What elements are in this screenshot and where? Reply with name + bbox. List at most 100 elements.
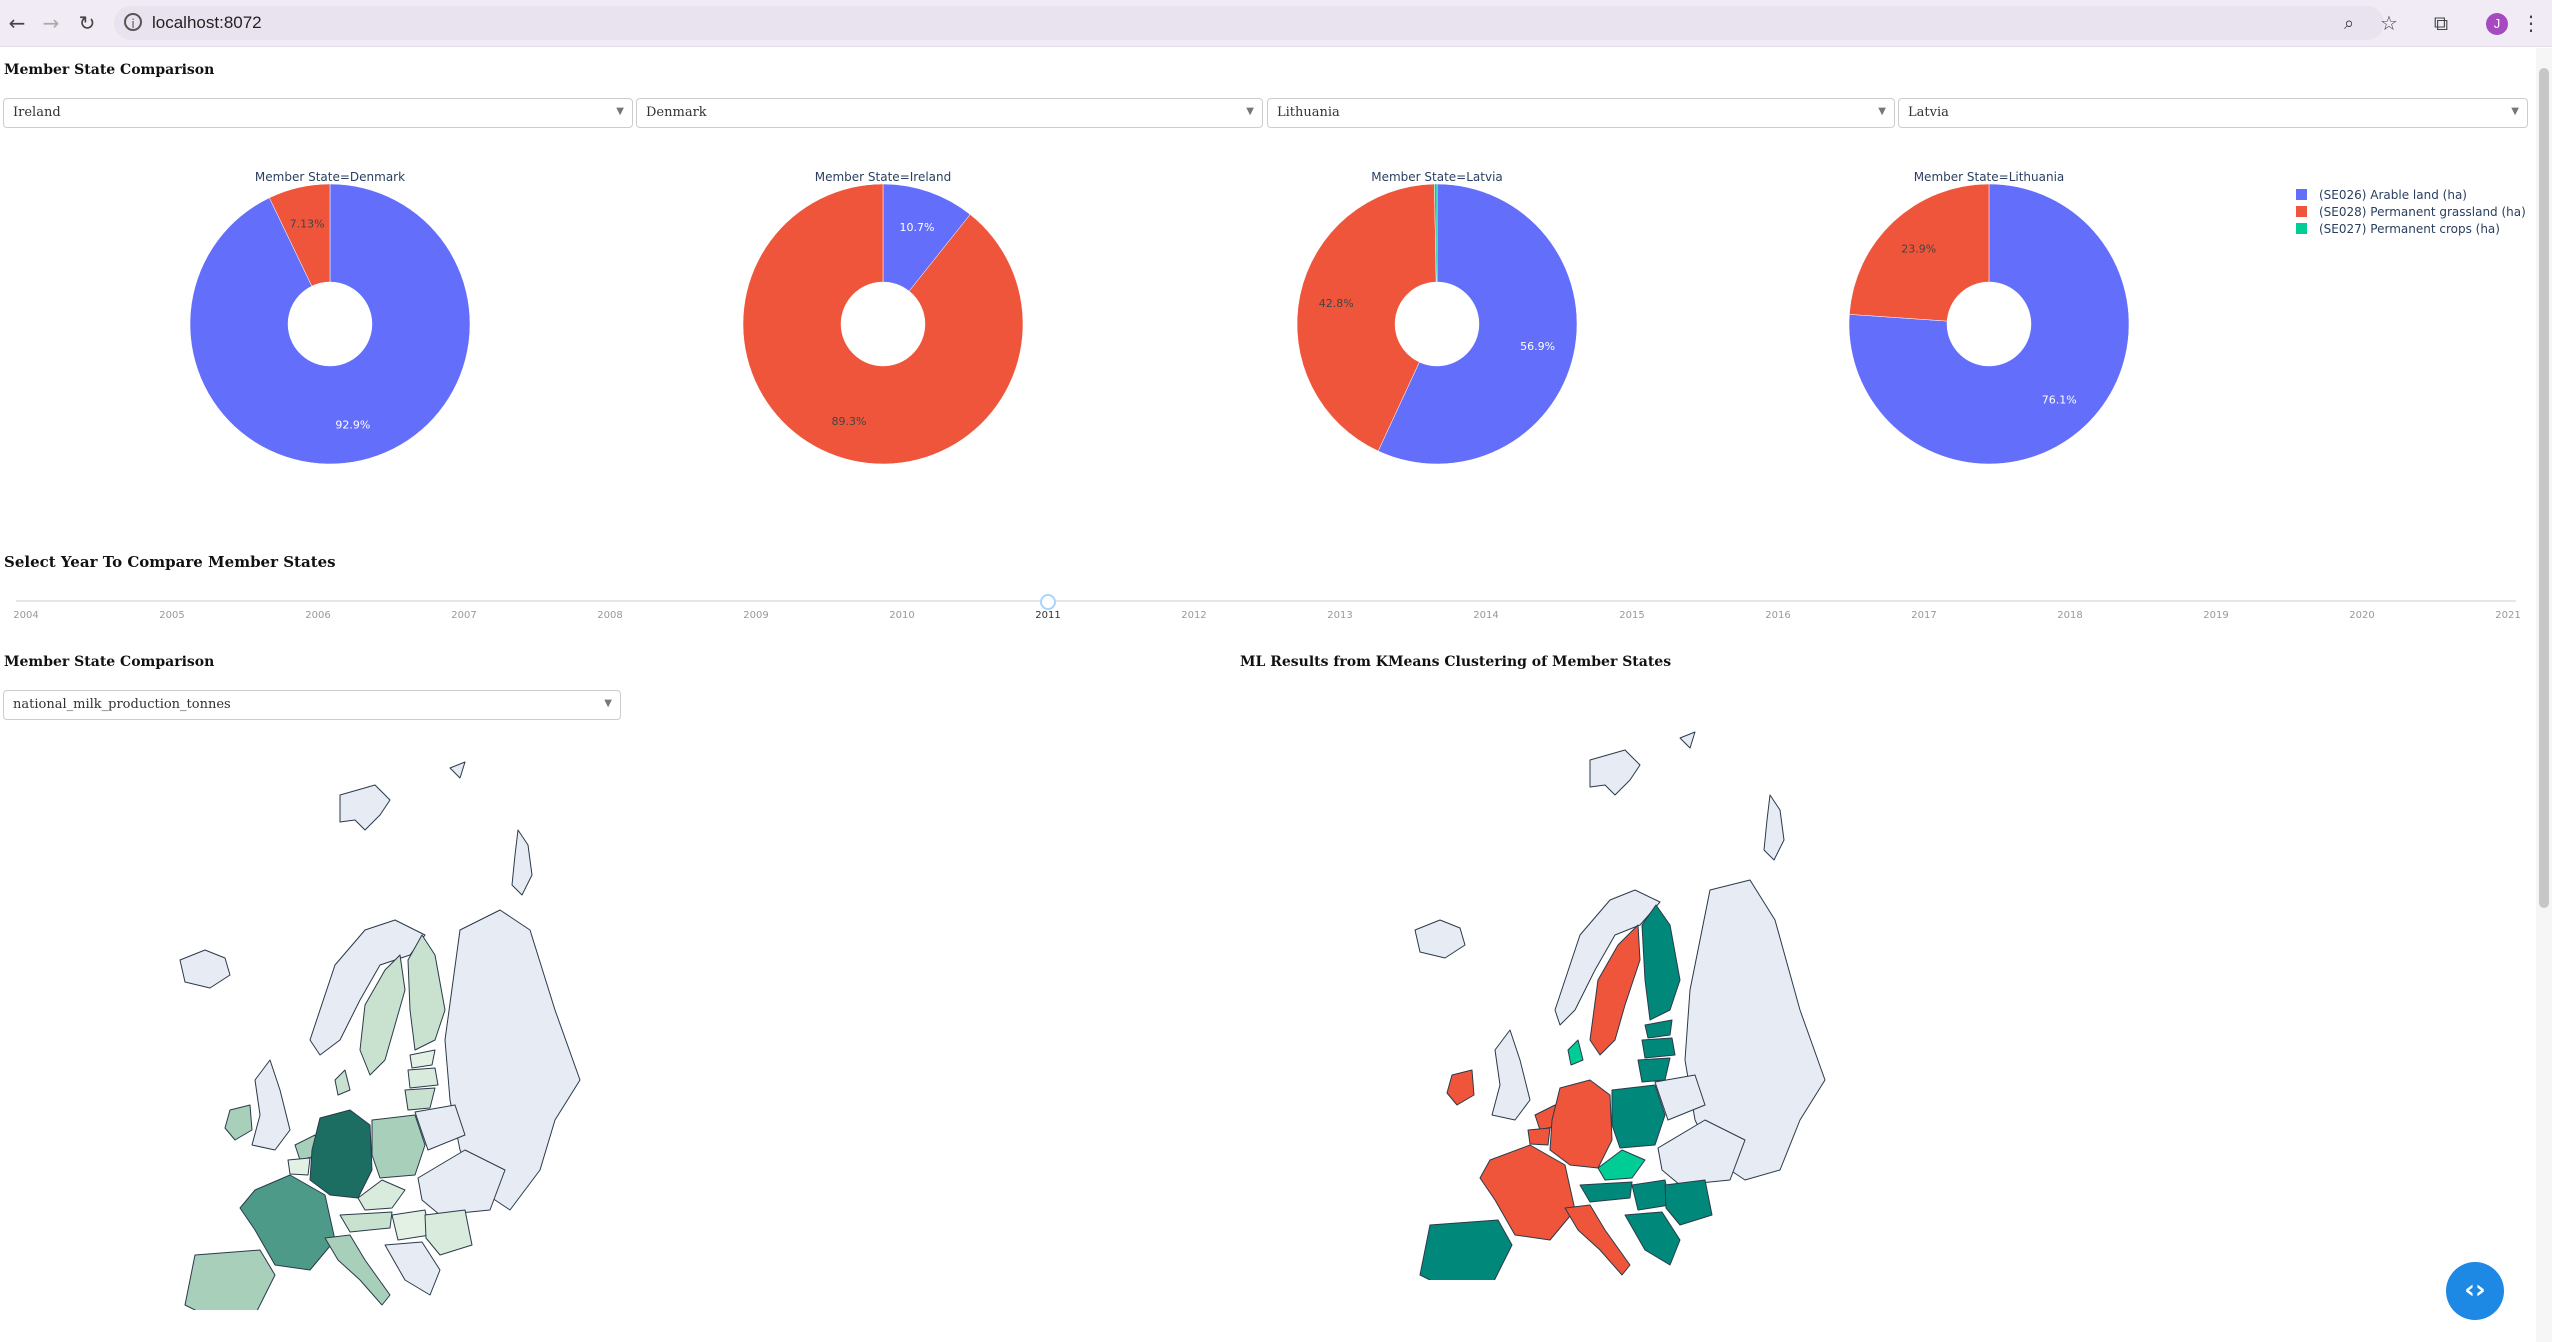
code-toggle-button[interactable]: ‹› [2446, 1262, 2504, 1320]
map-region-belgium [287, 1157, 311, 1176]
slider-tick-label[interactable]: 2017 [1911, 610, 1937, 621]
slider-tick-label[interactable]: 2021 [2495, 610, 2521, 621]
map-region-balkans [1624, 1211, 1681, 1266]
pie-slice[interactable] [1296, 183, 1437, 452]
legend-swatch [2296, 189, 2307, 200]
map-region-germany [1549, 1079, 1613, 1169]
dropdown-value: national_milk_production_tonnes [13, 697, 231, 712]
browser-toolbar: ← → ↻ i localhost:8072 ⌕ ☆ ⧉ J ⋮ [0, 0, 2552, 47]
year-slider-handle[interactable] [1040, 594, 1056, 610]
slider-tick-label[interactable]: 2013 [1327, 610, 1353, 621]
url-text: localhost:8072 [152, 13, 262, 32]
year-slider-track[interactable] [16, 600, 2516, 602]
map-region-france [239, 1174, 336, 1271]
map-region-france [1479, 1144, 1576, 1241]
zoom-icon[interactable]: ⌕ [2344, 13, 2355, 34]
avatar[interactable]: J [2486, 13, 2508, 35]
site-info-icon[interactable]: i [124, 13, 142, 31]
map-region-island [449, 761, 466, 779]
slider-tick-label[interactable]: 2004 [13, 610, 39, 621]
cluster-map[interactable] [1380, 720, 1920, 1280]
pie-slice[interactable] [1848, 183, 2130, 465]
pie-title-4: Member State=Lithuania [1913, 170, 2065, 184]
slider-heading: Select Year To Compare Member States [4, 553, 336, 571]
slider-tick-label[interactable]: 2016 [1765, 610, 1791, 621]
pie-title-3: Member State=Latvia [1371, 170, 1503, 184]
dropdown-value: Ireland [13, 105, 61, 120]
slider-tick-label[interactable]: 2006 [305, 610, 331, 621]
slider-tick-label[interactable]: 2009 [743, 610, 769, 621]
pie-data-label: 89.3% [832, 415, 867, 428]
map-region-uk [251, 1059, 291, 1151]
back-icon[interactable]: ← [8, 11, 26, 35]
chevron-down-icon: ▼ [2511, 106, 2519, 117]
map-region-poland [1611, 1084, 1666, 1149]
pie-slice[interactable] [1377, 183, 1578, 465]
map-region-ukraine [1657, 1119, 1746, 1186]
map-region-iceland [1414, 919, 1466, 959]
member-state-dropdown-1[interactable]: Ireland ▼ [3, 98, 633, 128]
member-state-dropdown-2[interactable]: Denmark ▼ [636, 98, 1263, 128]
extensions-icon[interactable]: ⧉ [2433, 11, 2449, 35]
pie-slice[interactable] [1849, 183, 1990, 322]
map-region-ukraine [417, 1149, 506, 1216]
slider-tick-label[interactable]: 2018 [2057, 610, 2083, 621]
pie-slice[interactable] [742, 183, 1024, 465]
section-heading-comparison: Member State Comparison [4, 62, 215, 78]
legend-item-crops[interactable]: (SE027) Permanent crops (ha) [2296, 220, 2526, 237]
map-region-norway [1554, 889, 1661, 1026]
map-region-czechia [357, 1179, 406, 1211]
forward-icon[interactable]: → [42, 11, 60, 35]
chevron-down-icon: ▼ [616, 106, 624, 117]
slider-tick-label[interactable]: 2010 [889, 610, 915, 621]
map-region-lithuania [404, 1087, 436, 1111]
pie-slice[interactable] [1434, 183, 1438, 283]
legend-item-grassland[interactable]: (SE028) Permanent grassland (ha) [2296, 203, 2526, 220]
reload-icon[interactable]: ↻ [78, 11, 96, 35]
bookmark-star-icon[interactable]: ☆ [2380, 11, 2398, 35]
slider-tick-label[interactable]: 2014 [1473, 610, 1499, 621]
map-region-svalbard [339, 784, 391, 831]
map-region-balkans [384, 1241, 441, 1296]
pie-data-label: 23.9% [1901, 243, 1936, 256]
menu-icon[interactable]: ⋮ [2521, 11, 2541, 35]
slider-tick-label[interactable]: 2012 [1181, 610, 1207, 621]
pie-title-2: Member State=Ireland [814, 170, 952, 184]
pie-slice[interactable] [189, 183, 471, 465]
cluster-section-heading: ML Results from KMeans Clustering of Mem… [1240, 654, 1672, 670]
legend-label: (SE027) Permanent crops (ha) [2319, 221, 2500, 236]
legend-swatch [2296, 223, 2307, 234]
map-region-iceland [179, 949, 231, 989]
slider-tick-label[interactable]: 2015 [1619, 610, 1645, 621]
address-bar[interactable]: i localhost:8072 ⌕ [114, 6, 2384, 40]
map-region-norway [309, 919, 426, 1056]
slider-tick-label[interactable]: 2007 [451, 610, 477, 621]
chevron-down-icon: ▼ [1878, 106, 1886, 117]
slider-tick-label[interactable]: 2020 [2349, 610, 2375, 621]
legend-swatch [2296, 206, 2307, 217]
map-region-germany [309, 1109, 373, 1199]
scrollbar[interactable] [2536, 48, 2552, 1342]
chevron-down-icon: ▼ [604, 698, 612, 709]
map-region-spain [184, 1249, 276, 1310]
map-region-romania [424, 1209, 473, 1256]
map-region-austria [339, 1211, 393, 1233]
map-region-spain [1419, 1219, 1513, 1280]
choropleth-map[interactable] [160, 750, 660, 1310]
scrollbar-thumb[interactable] [2539, 68, 2549, 908]
metric-dropdown[interactable]: national_milk_production_tonnes ▼ [3, 690, 621, 720]
map-region-poland [371, 1114, 426, 1179]
member-state-dropdown-3[interactable]: Lithuania ▼ [1267, 98, 1895, 128]
slider-tick-label[interactable]: 2011 [1035, 610, 1061, 621]
legend-label: (SE026) Arable land (ha) [2319, 187, 2467, 202]
map-region-russia [1684, 879, 1826, 1181]
pie-legend: (SE026) Arable land (ha) (SE028) Permane… [2296, 186, 2526, 237]
slider-tick-label[interactable]: 2008 [597, 610, 623, 621]
pie-slice[interactable] [269, 183, 331, 287]
legend-item-arable[interactable]: (SE026) Arable land (ha) [2296, 186, 2526, 203]
map-region-ireland [1446, 1069, 1475, 1106]
map-region-austria [1579, 1181, 1633, 1203]
slider-tick-label[interactable]: 2005 [159, 610, 185, 621]
member-state-dropdown-4[interactable]: Latvia ▼ [1898, 98, 2528, 128]
slider-tick-label[interactable]: 2019 [2203, 610, 2229, 621]
